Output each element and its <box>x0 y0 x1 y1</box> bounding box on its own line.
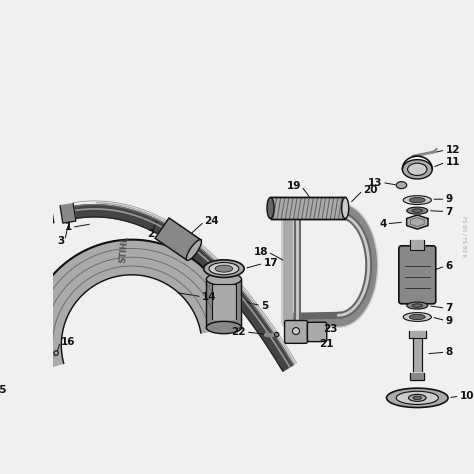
Text: 11: 11 <box>446 157 460 167</box>
Polygon shape <box>407 215 428 229</box>
Ellipse shape <box>403 312 431 321</box>
Ellipse shape <box>267 198 274 219</box>
Ellipse shape <box>342 198 349 219</box>
Text: 9: 9 <box>446 194 453 204</box>
Ellipse shape <box>386 388 448 408</box>
Text: 6: 6 <box>446 261 453 271</box>
Ellipse shape <box>396 182 407 189</box>
Text: 7: 7 <box>446 207 453 217</box>
Ellipse shape <box>396 391 438 404</box>
Text: 8: 8 <box>446 347 453 357</box>
Ellipse shape <box>409 394 426 401</box>
Text: 4: 4 <box>379 219 386 229</box>
Ellipse shape <box>54 351 58 356</box>
Ellipse shape <box>402 160 432 179</box>
Ellipse shape <box>403 196 431 204</box>
Text: FS 80 / FS 80 R: FS 80 / FS 80 R <box>461 216 466 258</box>
Polygon shape <box>17 368 30 380</box>
Polygon shape <box>73 205 293 371</box>
Text: 12: 12 <box>446 145 460 155</box>
Text: 13: 13 <box>368 177 382 188</box>
Text: 7: 7 <box>446 303 453 313</box>
Text: 24: 24 <box>204 217 219 227</box>
Ellipse shape <box>407 302 428 309</box>
Text: 19: 19 <box>287 181 301 191</box>
Text: 2: 2 <box>147 229 155 239</box>
Text: 18: 18 <box>254 247 268 257</box>
Ellipse shape <box>215 265 233 272</box>
Ellipse shape <box>413 396 422 400</box>
Text: 16: 16 <box>61 337 75 346</box>
Ellipse shape <box>209 263 239 275</box>
Ellipse shape <box>204 260 244 277</box>
Polygon shape <box>43 209 54 224</box>
Polygon shape <box>155 218 201 260</box>
Text: STIHL: STIHL <box>118 236 130 264</box>
Ellipse shape <box>410 314 425 319</box>
Text: 1: 1 <box>64 222 72 232</box>
Ellipse shape <box>186 240 201 260</box>
Polygon shape <box>26 240 236 373</box>
Ellipse shape <box>292 328 300 335</box>
Text: 21: 21 <box>319 339 333 349</box>
Ellipse shape <box>407 207 428 214</box>
Polygon shape <box>60 204 76 223</box>
Text: 14: 14 <box>202 292 217 302</box>
Text: 9: 9 <box>446 316 453 326</box>
Ellipse shape <box>206 321 241 334</box>
Text: 20: 20 <box>363 185 377 195</box>
FancyBboxPatch shape <box>308 322 327 342</box>
Ellipse shape <box>412 304 422 307</box>
Text: 22: 22 <box>231 327 246 337</box>
Ellipse shape <box>408 163 427 175</box>
FancyBboxPatch shape <box>399 246 436 304</box>
Text: 23: 23 <box>323 324 338 334</box>
Text: 5: 5 <box>261 301 268 310</box>
Ellipse shape <box>410 198 425 203</box>
Text: 10: 10 <box>459 391 474 401</box>
Ellipse shape <box>206 273 241 285</box>
Ellipse shape <box>412 209 422 212</box>
Text: 3: 3 <box>57 236 65 246</box>
Ellipse shape <box>274 332 279 337</box>
Text: 17: 17 <box>264 258 278 268</box>
Text: 15: 15 <box>0 385 8 395</box>
FancyBboxPatch shape <box>284 320 308 343</box>
